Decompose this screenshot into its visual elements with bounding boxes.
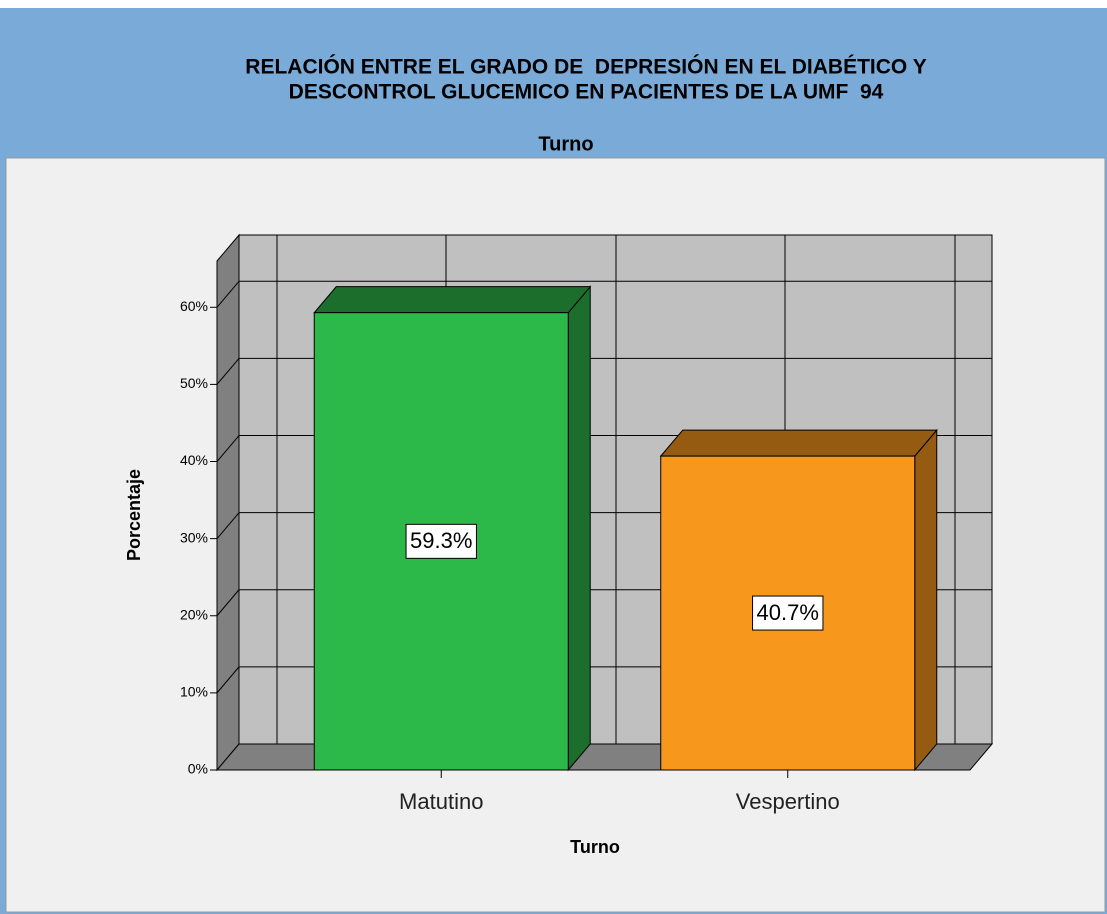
y-tick-label: 60% bbox=[180, 298, 208, 314]
chart-subtitle: Turno bbox=[538, 133, 593, 155]
y-axis-title: Porcentaje bbox=[124, 469, 144, 561]
x-tick-label: Matutino bbox=[399, 789, 483, 814]
x-axis-title: Turno bbox=[570, 837, 620, 857]
grid-line bbox=[216, 666, 240, 694]
y-tick-label: 50% bbox=[180, 375, 208, 391]
bar-side bbox=[567, 285, 591, 772]
chart-title: RELACIÓN ENTRE EL GRADO DE DEPRESIÓN EN … bbox=[245, 55, 926, 79]
grid-line bbox=[216, 358, 240, 385]
chart-title: DESCONTROL GLUCEMICO EN PACIENTES DE LA … bbox=[289, 81, 884, 104]
value-label-box bbox=[752, 595, 824, 631]
bar-side bbox=[914, 428, 938, 772]
value-label: 40.7% bbox=[757, 600, 819, 625]
grid-line bbox=[216, 280, 240, 308]
value-label-box bbox=[405, 523, 477, 559]
y-tick-label: 0% bbox=[188, 761, 208, 777]
x-tick-label: Vespertino bbox=[736, 789, 840, 814]
grid-line bbox=[216, 589, 240, 617]
y-tick-label: 20% bbox=[180, 606, 208, 622]
y-tick-label: 30% bbox=[180, 529, 208, 545]
bar-top bbox=[659, 429, 938, 457]
bar-top bbox=[313, 286, 592, 314]
y-tick-label: 10% bbox=[180, 684, 208, 700]
value-label: 59.3% bbox=[410, 528, 472, 553]
grid-line bbox=[216, 435, 240, 462]
y-tick-label: 40% bbox=[180, 452, 208, 468]
grid-line bbox=[216, 512, 240, 539]
